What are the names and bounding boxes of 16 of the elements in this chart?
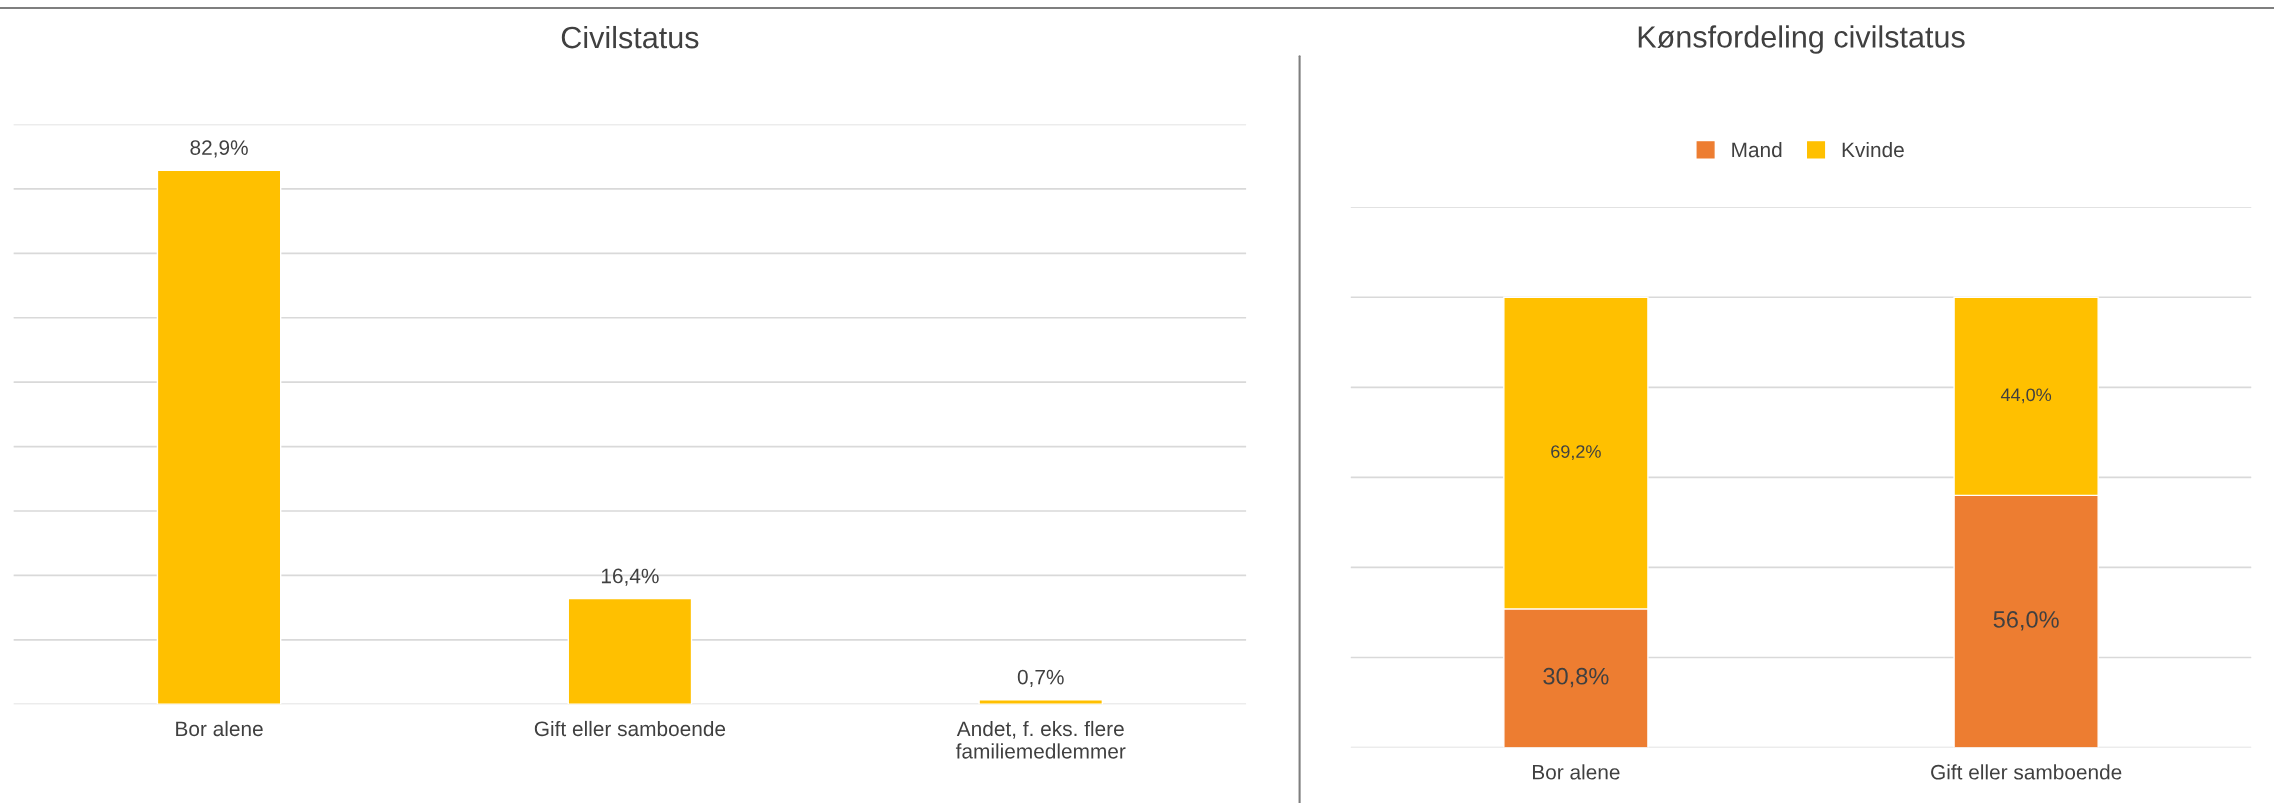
x-tick-label: Bor alene <box>176 720 263 737</box>
x-tick-label: Andet, f. eks. flere familiemedlemmer <box>955 720 1126 759</box>
x-tick-label: Gift eller samboende <box>534 720 726 737</box>
data-label: 0,7% <box>1017 669 1064 687</box>
data-label: 44,0% <box>2000 388 2052 404</box>
data-label: 30,8% <box>1543 667 1609 688</box>
data-label: 69,2% <box>1551 445 1601 461</box>
chart-title: Civilstatus <box>561 25 699 49</box>
data-label: 16,4% <box>601 568 659 586</box>
data-label: 82,9% <box>190 140 248 158</box>
legend-label: Kvinde <box>1842 141 1904 158</box>
x-tick-label: Gift eller samboende <box>1931 764 2122 780</box>
x-tick-label: Bor alene <box>1533 764 1620 780</box>
legend-label: Mand <box>1732 141 1782 158</box>
data-label: 56,0% <box>1993 611 2059 631</box>
chart-title: Kønsfordeling civilstatus <box>1638 25 1965 54</box>
